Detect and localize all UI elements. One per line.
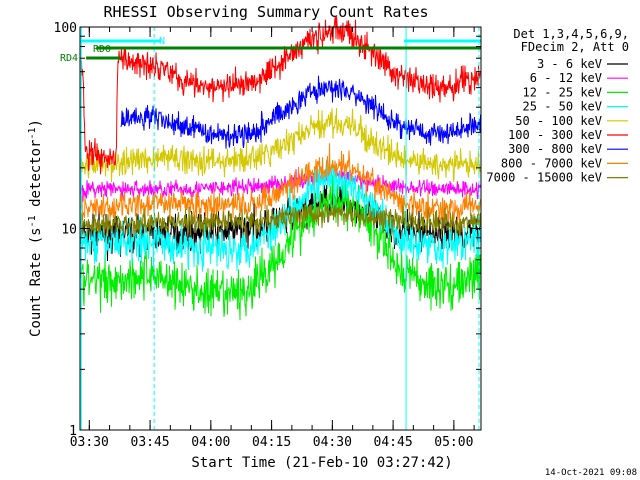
y-axis-label-exponent-2: -1 <box>27 127 38 139</box>
legend-label-50-100-kev: 50 - 100 keV <box>515 114 602 128</box>
series-line-12-25-kev <box>80 175 481 321</box>
x-tick-label: 03:30 <box>70 435 109 450</box>
legend-label-6-12-kev: 6 - 12 keV <box>530 71 602 85</box>
y-axis-label-main: Count Rate (s <box>28 227 44 337</box>
y-axis-label-close: ) <box>28 119 44 127</box>
flag-label-n: N <box>159 36 165 47</box>
legend: Det 1,3,4,5,6,9,FDecim 2, Att 0 3 - 6 keV… <box>486 27 629 185</box>
x-tick-label: 03:45 <box>131 435 170 450</box>
series-line-800-7000-kev <box>80 143 481 227</box>
legend-label-25-50-kev: 25 - 50 keV <box>523 100 602 114</box>
series-line-6-12-kev <box>80 165 481 202</box>
x-tick-label: 04:15 <box>252 435 291 450</box>
series-line-300-800-kev <box>120 75 481 149</box>
series-line-50-100-kev <box>80 108 481 183</box>
x-tick-label: 04:30 <box>313 435 352 450</box>
legend-label-3-6-kev: 3 - 6 keV <box>537 57 602 71</box>
chart-title: RHESSI Observing Summary Count Rates <box>103 3 428 21</box>
legend-label-300-800-kev: 300 - 800 keV <box>508 142 602 156</box>
series-layer <box>80 15 481 321</box>
legend-label-7000-15000-kev: 7000 - 15000 keV <box>486 171 602 185</box>
flag-bar-layer: RD0 RD4 N <box>60 36 481 64</box>
series-line-25-50-kev <box>80 159 481 272</box>
legend-header-line: Det 1,3,4,5,6,9, <box>513 27 629 41</box>
y-tick-label: 1 <box>69 424 77 439</box>
legend-label-800-7000-kev: 800 - 7000 keV <box>501 156 602 170</box>
x-tick-label: 04:45 <box>374 435 413 450</box>
y-axis-label-exponent: -1 <box>27 215 38 227</box>
y-tick-label: 100 <box>54 21 77 36</box>
series-line-100-300-kev <box>80 15 481 175</box>
series-line-7000-15000-kev <box>80 200 481 238</box>
x-tick-label: 05:00 <box>434 435 473 450</box>
legend-label-12-25-kev: 12 - 25 keV <box>523 85 602 99</box>
y-axis-label-unit: detector <box>28 140 44 216</box>
footer-date: 14-Oct-2021 09:08 <box>545 468 637 478</box>
flag-label-rd0: RD0 <box>93 44 111 55</box>
y-axis-label: Count Rate (s-1 detector-1) <box>27 119 44 337</box>
legend-header-line: FDecim 2, Att 0 <box>521 40 629 54</box>
y-tick-label: 10 <box>61 223 77 238</box>
x-axis-label: Start Time (21-Feb-10 03:27:42) <box>191 455 452 471</box>
axis-layer: 03:30 03:45 04:00 04:15 04:30 04:45 05:00 1 10 10… <box>54 21 481 450</box>
flag-label-rd4: RD4 <box>60 53 78 64</box>
legend-label-100-300-kev: 100 - 300 keV <box>508 128 602 142</box>
x-tick-label: 04:00 <box>191 435 230 450</box>
